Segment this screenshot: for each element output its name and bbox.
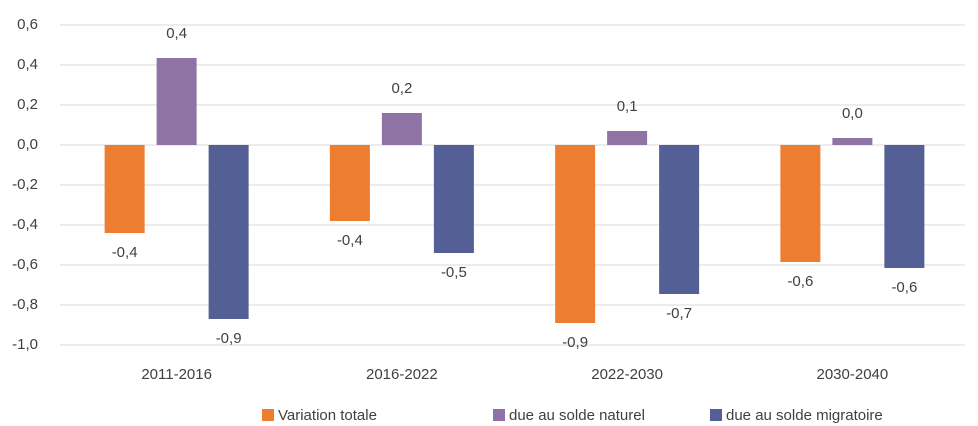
data-label: -0,5 <box>441 264 467 281</box>
bar <box>780 145 821 262</box>
data-label: -0,4 <box>112 244 138 261</box>
data-label: -0,6 <box>891 279 917 296</box>
data-label: -0,9 <box>562 334 588 351</box>
legend-label: Variation totale <box>278 407 377 424</box>
data-label: 0,4 <box>166 25 187 42</box>
y-tick-label: 0,4 <box>17 56 38 73</box>
y-tick-label: -0,2 <box>12 176 38 193</box>
legend-swatch <box>262 409 274 421</box>
x-tick-label: 2011-2016 <box>141 366 212 383</box>
bar <box>381 113 422 145</box>
data-label: -0,9 <box>216 330 242 347</box>
y-tick-label: 0,6 <box>17 16 38 33</box>
bar <box>884 145 925 268</box>
legend-label: due au solde migratoire <box>726 407 883 424</box>
bar <box>208 145 249 319</box>
data-label: -0,7 <box>666 305 692 322</box>
data-label: -0,4 <box>337 232 363 249</box>
y-tick-label: -0,8 <box>12 296 38 313</box>
data-label: 0,1 <box>617 98 638 115</box>
bar <box>832 138 873 145</box>
y-tick-label: -0,6 <box>12 256 38 273</box>
data-label: -0,6 <box>787 273 813 290</box>
x-tick-label: 2016-2022 <box>366 366 438 383</box>
y-tick-label: -1,0 <box>12 336 38 353</box>
bar <box>433 145 474 253</box>
bar <box>659 145 700 294</box>
y-tick-label: 0,2 <box>17 96 38 113</box>
bar <box>104 145 145 233</box>
bar <box>555 145 596 323</box>
legend-label: due au solde naturel <box>509 407 645 424</box>
bar <box>329 145 370 221</box>
legend-swatch <box>493 409 505 421</box>
bar <box>607 131 648 145</box>
y-tick-label: -0,4 <box>12 216 38 233</box>
data-label: 0,0 <box>842 105 863 122</box>
bar <box>156 58 197 145</box>
x-tick-label: 2022-2030 <box>591 366 663 383</box>
data-label: 0,2 <box>391 80 412 97</box>
x-tick-label: 2030-2040 <box>817 366 889 383</box>
legend-swatch <box>710 409 722 421</box>
y-tick-label: 0,0 <box>17 136 38 153</box>
